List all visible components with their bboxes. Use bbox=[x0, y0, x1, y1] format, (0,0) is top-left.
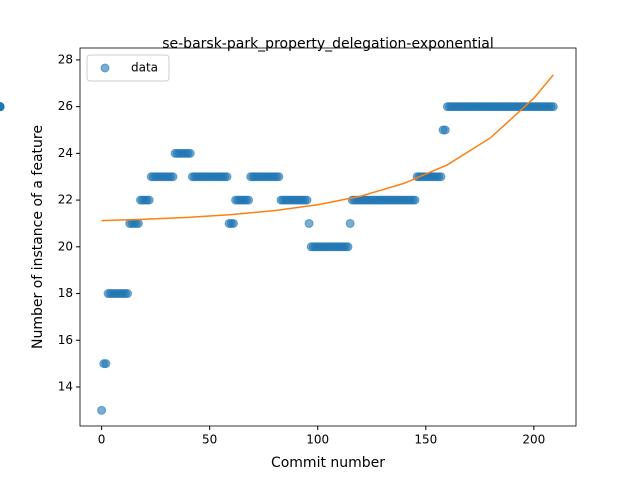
y-tick-label: 14 bbox=[58, 379, 73, 393]
data-point bbox=[343, 242, 353, 252]
data-point bbox=[228, 218, 238, 228]
x-tick-label: 200 bbox=[522, 433, 545, 447]
data-point bbox=[440, 125, 450, 135]
data-point bbox=[548, 102, 558, 112]
data-point bbox=[101, 359, 111, 369]
data-point bbox=[345, 218, 355, 228]
x-axis-label: Commit number bbox=[271, 455, 385, 471]
y-tick-label: 22 bbox=[58, 193, 73, 207]
data-point bbox=[410, 195, 420, 205]
x-tick-label: 0 bbox=[98, 433, 106, 447]
data-point bbox=[97, 405, 107, 415]
y-tick-label: 28 bbox=[58, 52, 73, 66]
plot-frame bbox=[79, 47, 577, 427]
data-point bbox=[168, 172, 178, 182]
x-tick-label: 100 bbox=[306, 433, 329, 447]
chart-title: se-barsk-park_property_delegation-expone… bbox=[162, 36, 494, 52]
data-point bbox=[304, 218, 314, 228]
legend-label: data bbox=[131, 61, 158, 75]
data-point bbox=[144, 195, 154, 205]
data-point bbox=[185, 148, 195, 158]
legend-box bbox=[86, 54, 170, 82]
data-point bbox=[123, 289, 133, 299]
y-tick-label: 18 bbox=[58, 286, 73, 300]
x-tick-label: 150 bbox=[414, 433, 437, 447]
fit-line bbox=[101, 74, 554, 222]
y-tick-label: 20 bbox=[58, 239, 73, 253]
data-point bbox=[133, 218, 143, 228]
x-tick-label: 50 bbox=[202, 433, 217, 447]
data-point bbox=[222, 172, 232, 182]
y-axis-label: Number of instance of a feature bbox=[30, 125, 46, 349]
y-tick-label: 16 bbox=[58, 333, 73, 347]
y-tick-label: 24 bbox=[58, 146, 73, 160]
data-point bbox=[274, 172, 284, 182]
data-point bbox=[244, 195, 254, 205]
y-tick-label: 26 bbox=[58, 99, 73, 113]
data-point bbox=[302, 195, 312, 205]
data-point bbox=[436, 172, 446, 182]
legend-marker bbox=[100, 63, 110, 73]
data-point bbox=[0, 102, 5, 112]
